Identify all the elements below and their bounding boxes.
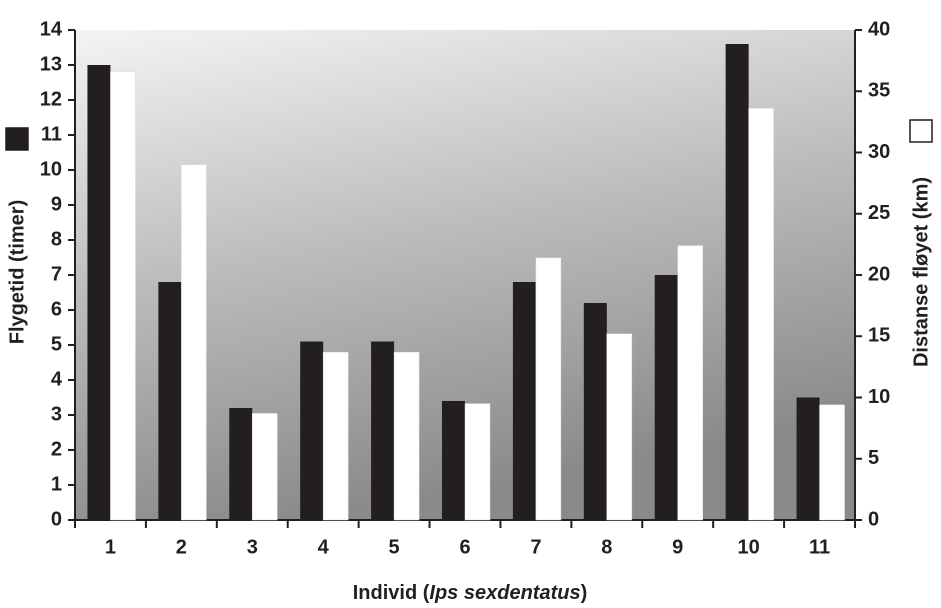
y-tick-label: 14 bbox=[40, 18, 63, 40]
y-tick-label: 11 bbox=[41, 123, 62, 145]
x-tick-label: 4 bbox=[318, 536, 330, 558]
y-tick-label: 2 bbox=[51, 438, 62, 460]
bar bbox=[442, 401, 465, 520]
x-axis-title: Individ (Ips sexdentatus) bbox=[353, 582, 588, 604]
legend-swatch bbox=[6, 128, 28, 150]
x-tick-label: 6 bbox=[459, 536, 470, 558]
y-tick-label: 3 bbox=[51, 403, 62, 425]
y-tick-label: 9 bbox=[51, 193, 62, 215]
bar bbox=[229, 408, 252, 520]
x-tick-label: 7 bbox=[530, 536, 541, 558]
bar bbox=[371, 342, 394, 521]
bar bbox=[678, 246, 703, 520]
bar bbox=[181, 165, 206, 520]
y2-tick-label: 20 bbox=[868, 263, 890, 285]
bar bbox=[300, 342, 323, 521]
x-title-part: Individ ( bbox=[353, 582, 430, 604]
bar bbox=[252, 413, 277, 520]
y-tick-label: 10 bbox=[40, 158, 62, 180]
y-tick-label: 5 bbox=[51, 333, 62, 355]
bar bbox=[536, 258, 561, 520]
y-tick-label: 4 bbox=[51, 368, 63, 390]
y-tick-label: 7 bbox=[51, 263, 62, 285]
x-tick-label: 11 bbox=[809, 536, 830, 558]
legend-swatch bbox=[910, 120, 932, 142]
bar bbox=[394, 352, 419, 520]
x-tick-label: 3 bbox=[247, 536, 258, 558]
bar bbox=[820, 405, 845, 520]
bar bbox=[749, 108, 774, 520]
y2-tick-label: 0 bbox=[868, 508, 879, 530]
x-title-part: ) bbox=[581, 582, 588, 604]
y-tick-label: 1 bbox=[51, 473, 62, 495]
x-title-part: Ips sexdentatus bbox=[429, 582, 580, 604]
x-tick-label: 10 bbox=[738, 536, 760, 558]
bar bbox=[87, 65, 110, 520]
y-tick-label: 6 bbox=[51, 298, 62, 320]
y-tick-label: 13 bbox=[40, 53, 62, 75]
x-tick-label: 5 bbox=[389, 536, 400, 558]
bar bbox=[465, 404, 490, 520]
x-tick-label: 1 bbox=[105, 536, 116, 558]
x-tick-label: 9 bbox=[672, 536, 683, 558]
y2-tick-label: 15 bbox=[868, 325, 890, 347]
bar bbox=[607, 334, 632, 520]
y2-tick-label: 25 bbox=[868, 202, 890, 224]
y-tick-label: 0 bbox=[51, 508, 62, 530]
bar bbox=[726, 44, 749, 520]
chart: Individ (Ips sexdentatus) Flygetid (time… bbox=[0, 0, 941, 608]
bar bbox=[110, 72, 135, 520]
y2-tick-label: 30 bbox=[868, 141, 890, 163]
x-tick-label: 2 bbox=[176, 536, 187, 558]
y-tick-label: 8 bbox=[51, 228, 62, 250]
bar bbox=[323, 352, 348, 520]
y-axis-title: Flygetid (timer) bbox=[6, 200, 28, 344]
y2-tick-label: 35 bbox=[868, 80, 890, 102]
y2-tick-label: 5 bbox=[868, 447, 879, 469]
bar bbox=[797, 398, 820, 521]
bar bbox=[513, 282, 536, 520]
y2-tick-label: 40 bbox=[868, 18, 890, 40]
bar bbox=[158, 282, 181, 520]
y2-tick-label: 10 bbox=[868, 386, 890, 408]
bar bbox=[655, 275, 678, 520]
y2-axis-title: Distanse fløyet (km) bbox=[910, 177, 932, 367]
bar bbox=[584, 303, 607, 520]
y-tick-label: 12 bbox=[40, 88, 62, 110]
x-tick-label: 8 bbox=[601, 536, 612, 558]
